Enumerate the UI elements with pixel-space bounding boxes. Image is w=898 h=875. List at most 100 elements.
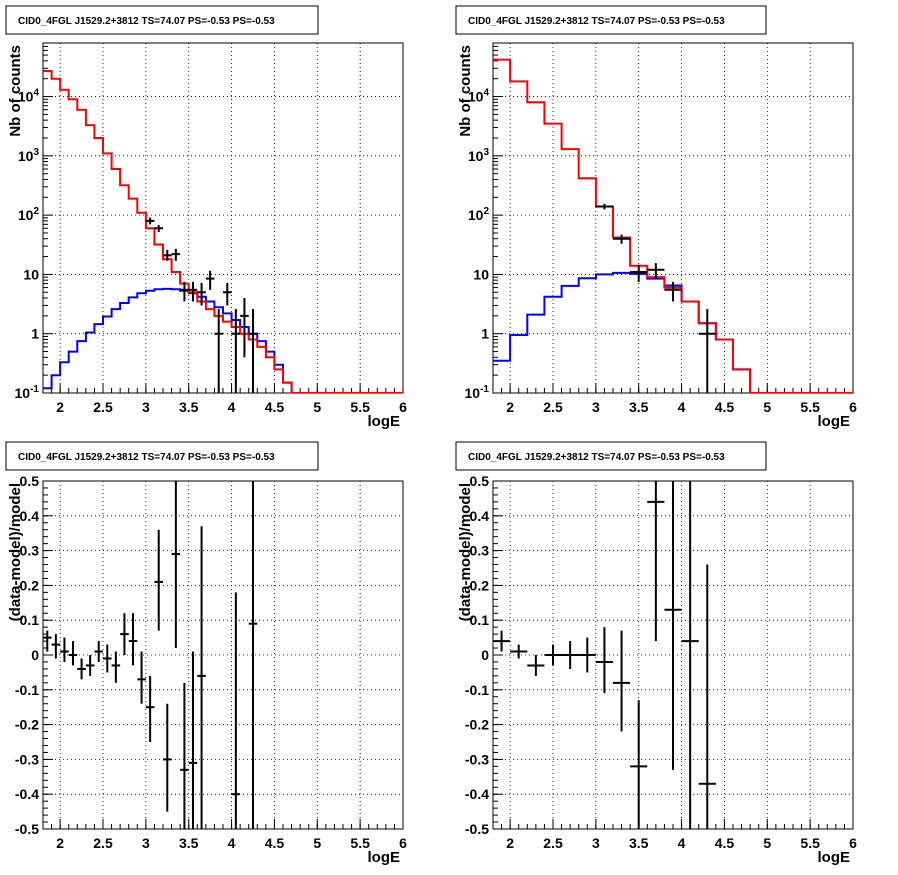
residual-point — [51, 634, 61, 659]
data-point — [595, 203, 613, 210]
y-tick-label: -0.4 — [15, 786, 39, 802]
x-tick-label: 3.5 — [629, 835, 649, 851]
x-tick-label: 3 — [592, 399, 600, 415]
x-tick-label: 6 — [849, 399, 857, 415]
residual-point — [613, 630, 631, 732]
residual-point — [137, 651, 146, 704]
residual-point — [681, 481, 699, 829]
x-tick-label: 4 — [678, 399, 686, 415]
y-axis-label: Nb of counts — [7, 45, 24, 137]
residual-point — [544, 644, 562, 666]
x-axis-label: logE — [368, 413, 401, 430]
x-tick-label: 5.5 — [800, 399, 820, 415]
x-tick-label: 4.5 — [265, 399, 285, 415]
x-tick-label: 3.5 — [629, 399, 649, 415]
y-tick-label: -0.3 — [465, 751, 489, 767]
data-point — [154, 225, 163, 232]
y-tick-label: 0.1 — [20, 612, 40, 628]
residual-point — [664, 481, 682, 770]
x-tick-label: 5.5 — [800, 835, 820, 851]
x-tick-label: 5.5 — [350, 835, 370, 851]
residual-point — [77, 658, 86, 680]
x-tick-label: 4 — [228, 399, 236, 415]
y-tick-label: 103 — [468, 147, 490, 164]
residual-point — [493, 630, 511, 652]
total-model-histogram — [43, 70, 403, 393]
x-tick-label: 2.5 — [543, 835, 563, 851]
y-tick-label: 0.5 — [20, 473, 40, 489]
x-tick-label: 5 — [313, 399, 321, 415]
y-tick-label: 0.1 — [470, 612, 490, 628]
residual-point — [103, 644, 112, 673]
x-tick-label: 3 — [142, 399, 150, 415]
y-tick-label: -0.3 — [15, 751, 39, 767]
title-box — [5, 5, 319, 35]
x-axis-label: logE — [818, 849, 851, 866]
residual-point — [510, 644, 528, 659]
x-tick-label: 2.5 — [543, 399, 563, 415]
chart-title: CID0_4FGL J1529.2+3812 TS=74.07 PS=-0.53… — [468, 16, 725, 27]
y-tick-label: -0.4 — [465, 786, 489, 802]
title-box — [455, 5, 767, 35]
residual-point — [197, 526, 206, 829]
x-tick-label: 5 — [763, 399, 771, 415]
residual-point — [60, 637, 69, 662]
x-tick-label: 2.5 — [93, 399, 113, 415]
y-tick-label: -0.2 — [465, 717, 489, 733]
x-axis-label: logE — [368, 849, 401, 866]
y-tick-label: -0.5 — [15, 821, 39, 837]
x-tick-label: 5 — [313, 835, 321, 851]
chart-panel-3: CID0_4FGL J1529.2+3812 TS=74.07 PS=-0.53… — [5, 441, 407, 866]
x-tick-label: 6 — [399, 835, 407, 851]
residual-point — [171, 481, 181, 649]
data-point — [664, 281, 682, 302]
x-tick-label: 2 — [506, 835, 514, 851]
y-axis-label: Nb of counts — [457, 45, 474, 137]
residual-point — [188, 651, 198, 829]
y-tick-label: 0.3 — [470, 543, 490, 559]
plot-frame — [42, 42, 404, 394]
residual-point — [561, 641, 579, 669]
residual-point — [231, 592, 241, 829]
data-point — [163, 249, 172, 261]
y-tick-label: 102 — [18, 206, 40, 223]
x-tick-label: 3.5 — [179, 399, 199, 415]
y-tick-label: 10 — [473, 266, 489, 282]
y-tick-label: 0.2 — [20, 577, 40, 593]
chart-panel-4: CID0_4FGL J1529.2+3812 TS=74.07 PS=-0.53… — [455, 441, 857, 866]
y-axis-label: (data-model)/model — [7, 483, 24, 621]
chart-panel-2: CID0_4FGL J1529.2+3812 TS=74.07 PS=-0.53… — [455, 5, 857, 430]
data-point — [205, 270, 215, 290]
data-point — [630, 264, 648, 282]
x-tick-label: 6 — [399, 399, 407, 415]
y-tick-label: 0.4 — [20, 508, 40, 524]
data-point — [171, 248, 181, 261]
x-tick-label: 4.5 — [265, 835, 285, 851]
plot-frame — [492, 42, 854, 394]
residual-point — [630, 700, 648, 829]
y-tick-label: -0.2 — [15, 717, 39, 733]
y-tick-label: 0.2 — [470, 577, 490, 593]
residual-point — [43, 630, 52, 652]
title-box — [5, 441, 319, 471]
residual-point — [595, 627, 613, 694]
x-tick-label: 2.5 — [93, 835, 113, 851]
x-tick-label: 2 — [56, 835, 64, 851]
residual-point — [68, 641, 78, 666]
residual-point — [120, 613, 129, 655]
y-tick-label: 10 — [23, 266, 39, 282]
data-point — [197, 282, 206, 306]
y-tick-label: -0.1 — [465, 682, 489, 698]
chart-title: CID0_4FGL J1529.2+3812 TS=74.07 PS=-0.53… — [468, 452, 725, 463]
residual-point — [578, 637, 596, 673]
y-tick-label: 0.5 — [470, 473, 490, 489]
x-tick-label: 3 — [142, 835, 150, 851]
x-tick-label: 5.5 — [350, 399, 370, 415]
x-tick-label: 2 — [506, 399, 514, 415]
residual-point — [527, 655, 545, 676]
y-tick-label: -0.1 — [15, 682, 39, 698]
residual-point — [128, 613, 138, 666]
y-tick-label: 1 — [31, 326, 39, 342]
data-point — [613, 234, 631, 244]
